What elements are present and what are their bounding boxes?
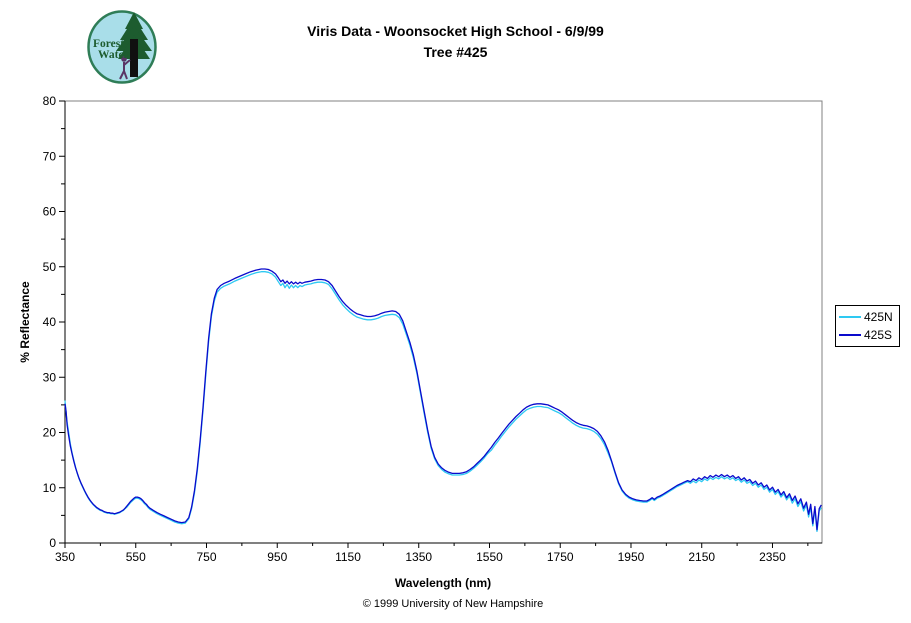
x-tick-label: 950 — [267, 550, 287, 564]
logo-text-forest: Forest — [93, 38, 124, 50]
y-tick-label: 40 — [43, 315, 57, 329]
x-tick-label: 750 — [196, 550, 216, 564]
legend-item-425n: 425N — [836, 308, 899, 326]
legend-label-425n: 425N — [864, 309, 893, 324]
forest-watch-logo: Forest Watch — [87, 10, 157, 84]
legend: 425N 425S — [835, 305, 900, 347]
y-tick-label: 70 — [43, 149, 57, 163]
logo-text-watch: Watch — [98, 49, 131, 61]
x-tick-label: 1950 — [618, 550, 645, 564]
chart-title-line1: Viris Data - Woonsocket High School - 6/… — [307, 23, 604, 39]
legend-label-425s: 425S — [864, 328, 893, 343]
x-tick-label: 2350 — [759, 550, 786, 564]
y-tick-label: 20 — [43, 426, 57, 440]
y-tick-label: 50 — [43, 260, 57, 274]
series-line-425S — [64, 268, 822, 531]
copyright-text: © 1999 University of New Hampshire — [362, 598, 544, 610]
legend-swatch-425n — [839, 315, 861, 318]
y-tick-label: 10 — [43, 481, 57, 495]
y-axis-title: % Reflectance — [18, 281, 32, 363]
tree-trunk — [130, 39, 138, 77]
x-tick-label: 550 — [126, 550, 146, 564]
x-tick-label: 350 — [55, 550, 75, 564]
chart-title-line2: Tree #425 — [423, 44, 488, 60]
legend-item-425s: 425S — [836, 326, 899, 344]
x-axis-title: Wavelength (nm) — [394, 576, 492, 590]
y-tick-label: 30 — [43, 370, 57, 384]
y-tick-label: 0 — [49, 536, 56, 550]
x-tick-label: 1350 — [405, 550, 432, 564]
x-tick-label: 1550 — [476, 550, 503, 564]
y-tick-label: 60 — [43, 205, 57, 219]
x-tick-label: 1750 — [547, 550, 574, 564]
y-tick-label: 80 — [43, 94, 57, 108]
chart-title: Viris Data - Woonsocket High School - 6/… — [0, 21, 911, 63]
x-tick-label: 1150 — [335, 550, 361, 564]
series-line-425N — [64, 271, 822, 533]
person-figure-icon — [119, 56, 131, 80]
legend-swatch-425s — [839, 334, 861, 337]
x-tick-label: 2150 — [688, 550, 715, 564]
